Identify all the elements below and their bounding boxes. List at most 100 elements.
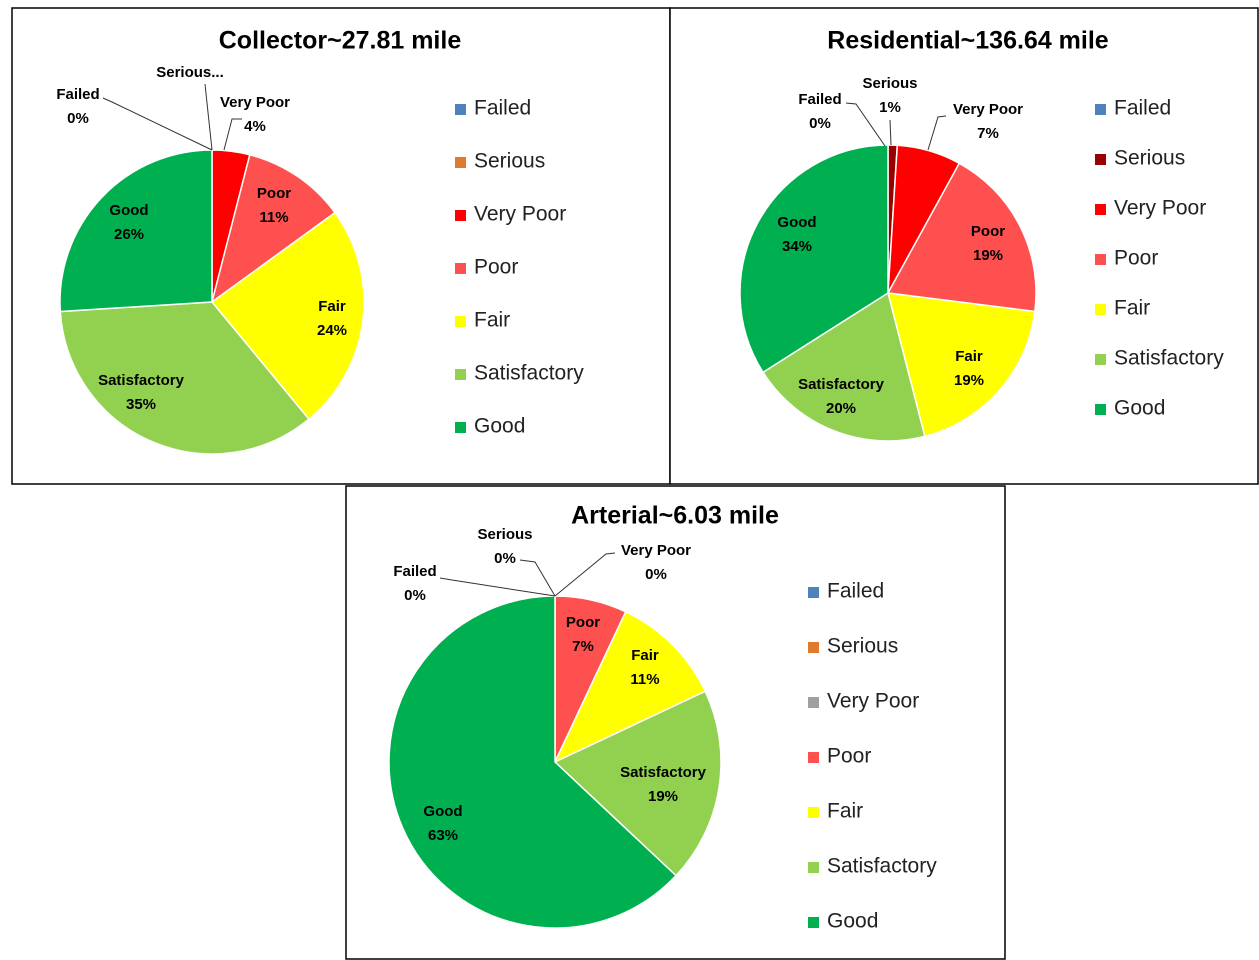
data-label-value: 34% [782, 238, 812, 255]
legend-label: Failed [1114, 97, 1171, 120]
data-label-name: Poor [566, 614, 600, 631]
data-label-name: Fair [955, 348, 983, 365]
data-label-value: 0% [809, 115, 831, 132]
data-label-name: Satisfactory [620, 764, 707, 781]
legend-label: Serious [827, 635, 898, 658]
legend-label: Fair [1114, 297, 1150, 320]
legend-label: Good [474, 415, 525, 438]
pie-slice [59, 301, 310, 455]
data-label-name: Satisfactory [98, 372, 185, 389]
legend-swatch [455, 369, 466, 380]
leader-line [102, 97, 213, 151]
legend-swatch [455, 263, 466, 274]
pie-slice [762, 291, 926, 442]
data-label-value: 1% [879, 99, 901, 116]
legend-label: Good [827, 910, 878, 933]
data-label-name: Fair [318, 298, 346, 315]
legend-label: Poor [827, 745, 871, 768]
legend-label: Very Poor [1114, 197, 1206, 220]
legend-swatch [455, 104, 466, 115]
legend-swatch [1095, 404, 1106, 415]
legend-swatch [808, 697, 819, 708]
legend-swatch [808, 642, 819, 653]
legend-swatch [455, 422, 466, 433]
legend-label: Serious [474, 150, 545, 173]
legend-swatch [808, 917, 819, 928]
data-label-value: 24% [317, 322, 347, 339]
data-label-value: 7% [572, 638, 594, 655]
legend-swatch [1095, 204, 1106, 215]
legend-swatch [1095, 304, 1106, 315]
legend-swatch [808, 752, 819, 763]
data-label-name: Fair [631, 647, 659, 664]
data-label-name: Poor [971, 223, 1005, 240]
data-label-value: 63% [428, 827, 458, 844]
leader-line [889, 119, 892, 146]
data-label-name: Failed [798, 91, 841, 108]
pie-slice [59, 149, 213, 313]
data-label-name: Very Poor [621, 542, 691, 559]
data-label-name: Good [109, 202, 148, 219]
data-label-value: 20% [826, 400, 856, 417]
data-label-name: Failed [56, 86, 99, 103]
legend-swatch [455, 210, 466, 221]
data-label-value: 19% [973, 247, 1003, 264]
legend-label: Satisfactory [474, 362, 584, 385]
pie-slice [739, 144, 889, 374]
pie-slice [886, 162, 1037, 313]
data-label-name: Good [777, 214, 816, 231]
data-label-value: 7% [977, 125, 999, 142]
leader-line [519, 559, 556, 597]
legend-label: Poor [1114, 247, 1158, 270]
legend-swatch [455, 157, 466, 168]
legend-label: Serious [1114, 147, 1185, 170]
data-label-value: 0% [494, 550, 516, 567]
data-label-name: Satisfactory [798, 376, 885, 393]
chart-title: Residential~136.64 mile [827, 27, 1109, 55]
data-label-name: Very Poor [220, 94, 290, 111]
data-label-name: Serious [477, 526, 532, 543]
data-label-name: Very Poor [953, 101, 1023, 118]
data-label-value: 0% [404, 587, 426, 604]
leader-line [204, 83, 213, 151]
legend-label: Fair [827, 800, 863, 823]
legend-swatch [808, 587, 819, 598]
legend-label: Fair [474, 309, 510, 332]
data-label-value: 11% [259, 209, 288, 226]
data-label-name: Serious [862, 75, 917, 92]
pie-slice [210, 153, 337, 304]
legend-label: Satisfactory [1114, 347, 1224, 370]
data-label-value: 0% [67, 110, 89, 127]
pie-slice [388, 595, 678, 929]
legend-swatch [1095, 104, 1106, 115]
chart-title: Arterial~6.03 mile [571, 502, 779, 530]
pie-slice [553, 610, 707, 764]
data-label-value: 19% [648, 788, 678, 805]
data-label-value: 35% [126, 396, 156, 413]
leader-line [223, 118, 242, 151]
data-label-name: Serious... [156, 64, 224, 81]
data-label-value: 19% [954, 372, 984, 389]
legend-swatch [455, 316, 466, 327]
leader-line [439, 577, 556, 597]
data-label-value: 4% [244, 118, 266, 135]
pie-slice [210, 211, 365, 421]
data-label-name: Failed [393, 563, 436, 580]
legend-swatch [808, 807, 819, 818]
data-label-value: 11% [630, 671, 659, 688]
legend-label: Good [1114, 397, 1165, 420]
data-label-name: Good [423, 803, 462, 820]
legend-label: Failed [827, 580, 884, 603]
data-label-name: Poor [257, 185, 291, 202]
data-label-value: 0% [645, 566, 667, 583]
pie-slice [553, 690, 722, 877]
legend-label: Poor [474, 256, 518, 279]
legend-swatch [808, 862, 819, 873]
legend-swatch [1095, 154, 1106, 165]
legend-label: Very Poor [827, 690, 919, 713]
legend-swatch [1095, 354, 1106, 365]
leader-line [927, 115, 947, 151]
legend-label: Satisfactory [827, 855, 937, 878]
legend-label: Very Poor [474, 203, 566, 226]
